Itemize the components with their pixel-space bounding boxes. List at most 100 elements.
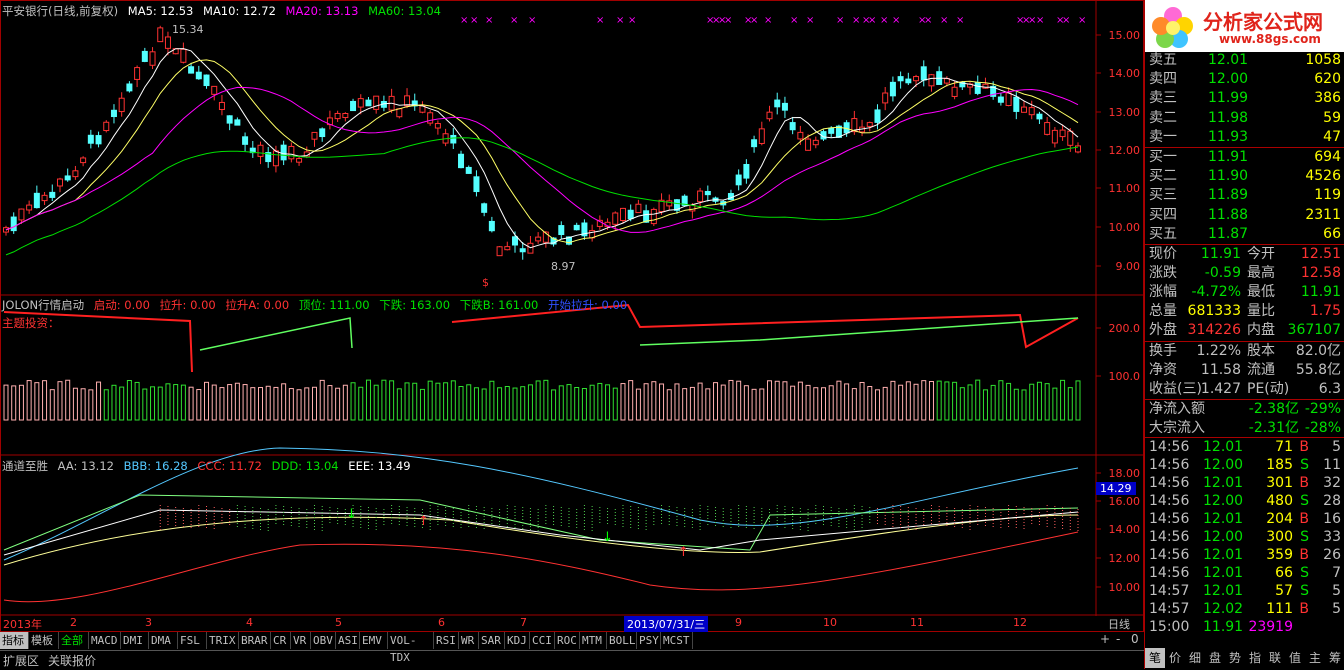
indicator-bar bbox=[458, 386, 464, 421]
chart-area[interactable]: 15.00 14.00 13.00 12.00 11.00 10.00 9.00 200.0 1… bbox=[0, 0, 1144, 632]
signal-x-icon: × bbox=[1078, 15, 1086, 26]
signal-x-icon: × bbox=[596, 15, 604, 26]
indicator-bar bbox=[227, 384, 233, 421]
panel-separator bbox=[1145, 341, 1344, 342]
indicator-bar bbox=[1052, 387, 1058, 421]
indicator-bar bbox=[921, 380, 927, 421]
indicator-bar bbox=[381, 379, 387, 421]
indicator-tab-cci[interactable]: CCI bbox=[530, 632, 555, 649]
indicator-bar bbox=[720, 384, 726, 421]
indicator-tab-brar[interactable]: BRAR bbox=[239, 632, 271, 649]
indicator-tab-wr[interactable]: WR bbox=[459, 632, 479, 649]
indicator-tab-psy[interactable]: PSY bbox=[637, 632, 661, 649]
indicator-tab-指标[interactable]: 指标 bbox=[0, 632, 29, 649]
indicator-tab-vol-tdx[interactable]: VOL-TDX bbox=[388, 632, 434, 664]
panel-tab-5[interactable]: 指 bbox=[1248, 651, 1261, 665]
candle-body bbox=[1013, 96, 1020, 112]
zoom-out-button[interactable]: - bbox=[1116, 632, 1121, 646]
indicator-bar bbox=[350, 382, 356, 421]
indicator-tab-模板[interactable]: 模板 bbox=[29, 632, 59, 649]
indicator-tab-rsi[interactable]: RSI bbox=[434, 632, 459, 649]
indicator-tab-emv[interactable]: EMV bbox=[360, 632, 388, 649]
indicator-bar bbox=[489, 380, 495, 421]
indicator-bar bbox=[1067, 387, 1073, 421]
panel-tab-2[interactable]: 细 bbox=[1188, 651, 1201, 665]
tick-side: B bbox=[1299, 547, 1309, 563]
indicator-tab-macd[interactable]: MACD bbox=[89, 632, 121, 649]
indicator-tab-mtm[interactable]: MTM bbox=[580, 632, 607, 649]
indicator-bar bbox=[959, 387, 965, 421]
low-axis-label: 14.00 bbox=[1109, 523, 1141, 536]
indicator-bar bbox=[612, 387, 618, 421]
indicator-tab-boll[interactable]: BOLL bbox=[609, 632, 637, 649]
candle-body bbox=[1051, 129, 1058, 144]
indicator-tab-obv[interactable]: OBV bbox=[311, 632, 336, 649]
tick-price: 12.00 bbox=[1203, 457, 1244, 473]
zoom-in-button[interactable]: + bbox=[1100, 632, 1111, 646]
indicator-tab-dmi[interactable]: DMI bbox=[121, 632, 149, 649]
indicator-tab-vr[interactable]: VR bbox=[291, 632, 311, 649]
panel-tab-8[interactable]: 主 bbox=[1308, 651, 1321, 665]
chart-canvas[interactable]: 15.00 14.00 13.00 12.00 11.00 10.00 9.00 200.0 1… bbox=[0, 0, 1144, 632]
indicator-bar bbox=[813, 387, 819, 421]
stat2-value-left: 1.22% bbox=[1196, 343, 1241, 359]
candle-body bbox=[126, 83, 133, 92]
indicator-bar bbox=[844, 383, 850, 421]
logo-brand: 分析家公式网 bbox=[1203, 10, 1323, 34]
indicator-bar bbox=[836, 380, 842, 421]
indicator-bar bbox=[242, 384, 248, 421]
stat-row: 涨跌 -0.59 最高 12.58 bbox=[1145, 264, 1344, 283]
zoom-reset-button[interactable]: 0 bbox=[1131, 632, 1139, 646]
ma10-line bbox=[5, 59, 1079, 244]
indicator-bar bbox=[273, 386, 279, 421]
extension-tab[interactable]: 扩展区 bbox=[3, 654, 40, 668]
indicator-bar bbox=[34, 382, 40, 421]
indicator-tab-kdj[interactable]: KDJ bbox=[505, 632, 530, 649]
low-legend: 通道至胜 AA: 13.12 BBB: 16.28 CCC: 11.72 DDD… bbox=[2, 458, 417, 474]
panel-tab-0[interactable]: 笔 bbox=[1145, 648, 1165, 668]
related-quote-tab[interactable]: 关联报价 bbox=[48, 654, 97, 668]
panel-tab-1[interactable]: 价 bbox=[1168, 651, 1181, 665]
panel-tab-7[interactable]: 值 bbox=[1288, 651, 1301, 665]
bid-label: 买三 bbox=[1149, 187, 1177, 204]
indicator-tab-asi[interactable]: ASI bbox=[336, 632, 360, 649]
indicator-bar bbox=[1060, 379, 1066, 421]
indicator-tab-roc[interactable]: ROC bbox=[555, 632, 580, 649]
signal-x-icon: × bbox=[616, 15, 624, 26]
panel-tab-3[interactable]: 盘 bbox=[1208, 651, 1221, 665]
indicator-bar bbox=[689, 386, 695, 421]
panel-tab-4[interactable]: 势 bbox=[1228, 651, 1241, 665]
signal-x-icon: × bbox=[1036, 15, 1044, 26]
tick-row: 14:56 12.00 185 S 11 bbox=[1145, 456, 1344, 475]
flower-logo-icon bbox=[1152, 7, 1193, 48]
period-label[interactable]: 日线 bbox=[1108, 618, 1130, 631]
candle-body bbox=[234, 119, 241, 126]
indicator-tab-fsl[interactable]: FSL bbox=[178, 632, 207, 649]
candle-body bbox=[581, 222, 588, 237]
panel-tab-9[interactable]: 筹 bbox=[1328, 651, 1341, 665]
indicator-bar bbox=[805, 384, 811, 421]
indicator-tab-dma[interactable]: DMA bbox=[149, 632, 178, 649]
flow-pct: -29% bbox=[1304, 401, 1341, 417]
tick-side: S bbox=[1300, 493, 1309, 509]
indicator-tab-trix[interactable]: TRIX bbox=[207, 632, 239, 649]
candle-body bbox=[141, 50, 148, 62]
indicator-tab-sar[interactable]: SAR bbox=[479, 632, 505, 649]
indicator-tab-mcst[interactable]: MCST bbox=[661, 632, 693, 649]
indicator-bar bbox=[250, 387, 256, 421]
bid-volume: 694 bbox=[1314, 149, 1341, 165]
bid-volume: 119 bbox=[1314, 187, 1341, 204]
tick-count: 5 bbox=[1332, 601, 1341, 617]
candle-body bbox=[49, 191, 56, 198]
stat2-row: 净资 11.58 流通 55.8亿 bbox=[1145, 361, 1344, 380]
indicator-bar bbox=[358, 386, 364, 421]
candle-body bbox=[188, 66, 195, 74]
indicator-tab-cr[interactable]: CR bbox=[271, 632, 291, 649]
bid-label: 买一 bbox=[1149, 149, 1177, 165]
panel-tab-6[interactable]: 联 bbox=[1268, 651, 1281, 665]
tick-price: 12.01 bbox=[1203, 439, 1244, 455]
stat-value-left: 314226 bbox=[1187, 322, 1241, 338]
candle-body bbox=[812, 139, 819, 146]
indicator-tab-全部[interactable]: 全部 bbox=[59, 632, 89, 649]
mid-axis-label: 100.0 bbox=[1109, 370, 1141, 383]
